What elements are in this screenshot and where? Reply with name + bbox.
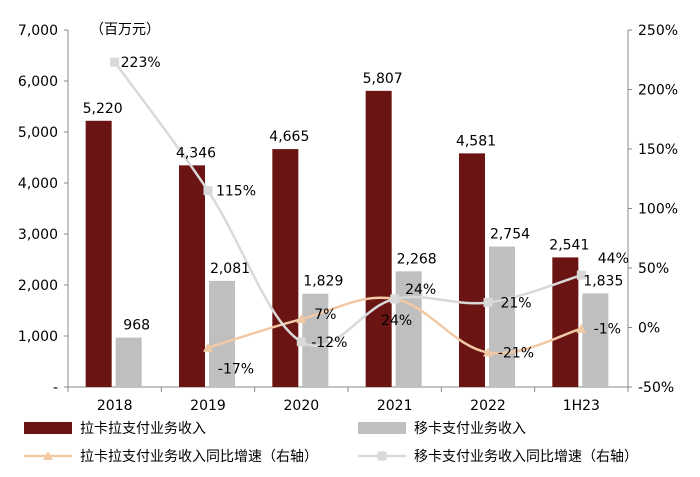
bar-value-label: 2,081 [210,261,250,277]
bar-lakala [272,149,299,387]
bar-value-label: 2,541 [549,237,589,253]
bar-yeahka [489,246,515,387]
line-value-label: 24% [381,313,412,329]
legend-triangle-marker [43,451,53,460]
bar-value-label: 5,220 [83,101,123,117]
right-tick-label: 0% [638,321,660,337]
square-marker [576,270,586,280]
right-tick-label: -50% [638,380,674,396]
left-tick-label: 2,000 [18,278,58,294]
axes-layer: - 1,000 2,000 3,000 4,000 5,000 6,000 7,000 -50%… [18,23,678,414]
bar-value-label: 1,829 [303,274,343,290]
triangle-marker [576,323,587,333]
left-tick-label: 7,000 [18,23,58,39]
triangle-marker [483,347,493,357]
bar-value-label: 968 [123,318,150,334]
left-tick-label: 5,000 [18,125,58,141]
bar-lakala [85,120,112,387]
right-tick-label: 200% [638,83,678,99]
legend-label-yeahka: 移卡支付业务收入 [414,421,526,437]
triangle-marker [203,342,213,352]
x-tick-label: 2020 [284,398,320,414]
left-tick-label: 6,000 [18,74,58,90]
legend-square-marker [377,451,387,461]
x-tick-label: 2021 [377,398,413,414]
right-tick-label: 250% [638,23,678,39]
square-marker [390,294,400,304]
bar-yeahka [582,293,609,387]
bar-value-label: 4,665 [269,129,309,145]
square-marker [203,186,213,196]
x-tick-label: 2019 [190,398,226,414]
bar-lakala [552,257,579,387]
line-value-label: 7% [314,307,336,323]
right-tick-label: 150% [638,142,678,158]
data-labels-layer: 5,220 4,346 4,665 5,807 4,581 2,541 968 2,081 1,… [83,55,629,378]
legend-label-yeahka-growth: 移卡支付业务收入同比增速（右轴） [414,449,638,465]
bar-yeahka [395,271,422,387]
bar-value-label: 1,835 [583,273,623,289]
line-value-label: 44% [598,251,629,267]
line-value-label: 223% [121,55,161,71]
line-value-label: 21% [500,296,531,312]
legend-swatch-lakala [24,422,72,434]
line-value-label: 24% [405,282,436,298]
triangle-marker [296,314,307,324]
bar-lakala [365,90,392,387]
right-tick-label: 100% [638,202,678,218]
bar-yeahka [115,337,142,387]
bar-value-label: 2,754 [490,227,530,243]
line-value-label: -17% [218,362,254,378]
bar-value-label: 2,268 [397,251,437,267]
bar-value-label: 5,807 [363,71,403,87]
left-tick-label: 1,000 [18,329,58,345]
bar-lakala [179,165,205,387]
unit-label: （百万元） [90,22,160,38]
square-marker [296,337,306,347]
line-value-label: -21% [498,345,534,361]
left-tick-label: 3,000 [18,227,58,243]
line-value-label: -12% [311,335,347,351]
legend-label-lakala-growth: 拉卡拉支付业务收入同比增速（右轴） [80,449,318,465]
bar-yeahka [209,280,235,387]
bar-value-label: 4,581 [456,133,496,149]
line-value-label: 115% [216,184,256,200]
left-tick-label: 4,000 [18,176,58,192]
line-value-label: -1% [594,322,621,338]
x-tick-label: 1H23 [563,398,600,414]
x-tick-label: 2022 [470,398,506,414]
bar-value-label: 4,346 [176,145,216,161]
lines-layer [110,57,587,357]
right-tick-label: 50% [638,261,669,277]
square-marker [110,57,120,67]
square-marker [483,298,493,308]
legend-label-lakala: 拉卡拉支付业务收入 [80,421,206,437]
x-tick-label: 2018 [97,398,133,414]
bar-yeahka [302,293,329,387]
legend-swatch-yeahka [358,422,406,434]
left-tick-label: - [53,380,58,396]
